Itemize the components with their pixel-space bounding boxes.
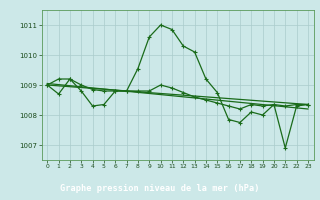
Text: Graphe pression niveau de la mer (hPa): Graphe pression niveau de la mer (hPa) (60, 184, 260, 193)
